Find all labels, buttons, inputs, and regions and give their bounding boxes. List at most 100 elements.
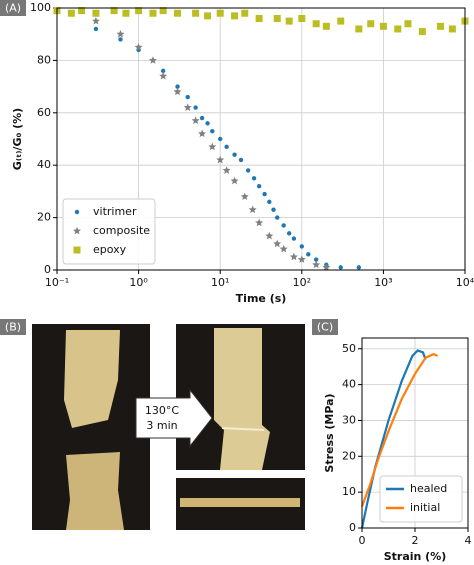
point [418,28,426,36]
sample-top [64,330,120,428]
arrow [135,388,213,448]
point [273,239,282,248]
panel-b-label: (B) [5,321,21,334]
point [93,26,99,32]
point [238,157,244,163]
point [251,176,257,181]
point [291,236,297,241]
y-axis-label: Stress (MPa) [323,393,336,472]
point [135,7,143,15]
point [110,7,118,15]
point [208,142,217,151]
line [360,349,427,529]
healed-seam [221,427,265,431]
point [255,218,264,227]
point [199,115,205,121]
sample-side [180,498,300,507]
x-tick-label: 10⁰ [129,276,148,289]
point [275,215,280,220]
point [241,9,249,17]
x-tick-label: 10⁴ [456,276,474,289]
y-tick-label: 40 [342,378,356,391]
x-tick-label: 10³ [374,276,392,289]
point [204,12,212,20]
point [222,166,231,174]
point [216,9,224,17]
point [286,231,292,236]
legend-label: healed [410,482,447,495]
point [205,121,210,126]
point [218,136,223,142]
point [306,252,311,257]
point [173,87,182,96]
arrow-text-time: 3 min [146,419,177,432]
x-tick-label: 0 [359,534,366,547]
point [356,265,362,270]
y-tick-label: 10 [342,485,356,498]
line [360,352,438,507]
panel-a-box [0,0,26,16]
point [134,43,143,51]
x-tick-label: 10⁻¹ [45,276,69,289]
photos: 130°C 3 min [32,324,305,530]
point [289,252,298,261]
point [367,20,375,28]
point [198,129,207,138]
legend-marker [73,226,81,235]
point [159,71,168,80]
point [159,7,167,15]
point [379,22,387,30]
point [216,155,225,164]
point [240,192,249,201]
legend-marker [74,209,80,215]
y-tick-label: 100 [30,1,51,14]
point [448,25,456,33]
point [298,14,306,22]
point [256,183,262,189]
legend-label: composite [93,224,150,237]
point [175,84,180,89]
point [92,9,100,17]
panel-b-box [0,319,26,335]
arrow-text-temperature: 130°C [145,404,179,417]
y-tick-label: 20 [342,449,356,462]
point [262,191,267,197]
point [285,17,293,25]
point [271,207,276,212]
x-tick-label: 2 [412,534,419,547]
point [185,94,190,100]
legend-label: vitrimer [93,205,137,218]
point [248,205,257,214]
point [313,257,319,262]
point [193,105,198,110]
point [191,116,200,125]
sample-bottom [66,452,124,530]
axes-frame [56,7,466,271]
legend-box [379,475,463,523]
point [149,9,157,17]
panel-c-label: (C) [317,321,333,334]
point [281,223,286,228]
point [122,9,130,17]
y-tick-label: 50 [342,342,356,355]
point [273,14,281,22]
x-axis-label: Strain (%) [384,550,447,563]
legend-marker [73,246,81,254]
legend-box [62,198,156,265]
point [230,176,239,185]
point [404,20,412,28]
point [265,231,274,240]
panel-a-label: (A) [5,2,21,15]
y-tick-label: 40 [37,158,51,171]
point [337,17,345,25]
legend-label: epoxy [93,243,127,256]
point [255,14,263,22]
x-tick-label: 10¹ [211,276,229,289]
point [231,12,239,20]
point [116,30,125,38]
y-tick-label: 20 [37,211,51,224]
point [267,199,272,205]
point [322,263,331,271]
y-axis-label: G₍ₜ₎/G₀ (%) [11,108,24,170]
